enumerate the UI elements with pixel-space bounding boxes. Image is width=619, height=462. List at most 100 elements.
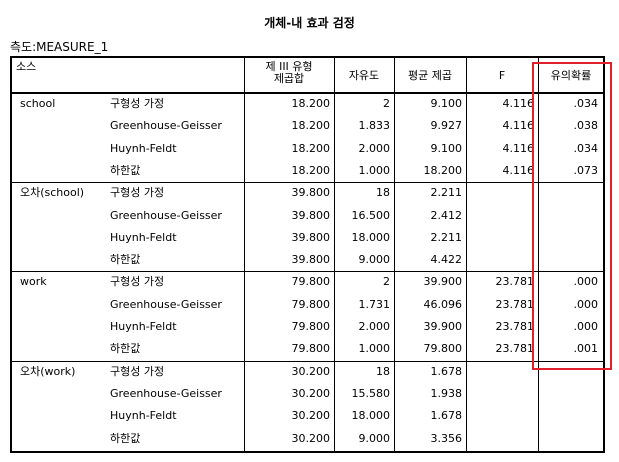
cell-sig: .038 bbox=[573, 119, 599, 133]
header-df: 자유도 bbox=[348, 69, 380, 82]
method-label: 하한값 bbox=[110, 163, 141, 177]
cell-ss: 18.200 bbox=[291, 97, 331, 110]
method-label: Huynh-Feldt bbox=[110, 320, 177, 333]
cell-ss: 18.200 bbox=[291, 141, 331, 155]
cell-ss: 79.800 bbox=[291, 275, 331, 289]
cell-f: 4.116 bbox=[502, 97, 535, 110]
cell-sig: .034 bbox=[573, 97, 599, 110]
cell-df: 9.000 bbox=[358, 253, 391, 267]
method-label: Greenhouse-Geisser bbox=[110, 119, 222, 133]
cell-sig: .073 bbox=[573, 163, 599, 177]
method-label: 하한값 bbox=[110, 253, 141, 267]
cell-sig: .001 bbox=[573, 342, 599, 356]
cell-f: 23.781 bbox=[495, 297, 535, 311]
column-divider bbox=[394, 58, 395, 451]
column-divider bbox=[334, 58, 335, 451]
column-divider bbox=[244, 58, 245, 451]
cell-ms: 2.211 bbox=[430, 186, 463, 200]
cell-ms: 9.100 bbox=[430, 141, 463, 155]
header-sig: 유의확률 bbox=[550, 69, 592, 82]
header-source: 소스 bbox=[16, 60, 37, 73]
cell-ms: 1.678 bbox=[430, 409, 463, 423]
cell-f: 23.781 bbox=[495, 342, 535, 356]
cell-df: 18 bbox=[376, 186, 390, 200]
header-f: F bbox=[498, 69, 506, 82]
cell-ms: 4.422 bbox=[430, 253, 463, 267]
group-divider bbox=[12, 182, 603, 184]
table-header: 소스 제 III 유형 제곱합 자유도 평균 제곱 F 유의확률 bbox=[12, 58, 603, 94]
method-label: Huynh-Feldt bbox=[110, 141, 177, 155]
cell-df: 2.000 bbox=[358, 320, 391, 333]
cell-ms: 18.200 bbox=[423, 163, 463, 177]
source-label: 오차(work) bbox=[20, 364, 76, 378]
cell-f: 4.116 bbox=[502, 141, 535, 155]
cell-ss: 39.800 bbox=[291, 208, 331, 222]
cell-f: 23.781 bbox=[495, 320, 535, 333]
header-ms: 평균 제곱 bbox=[408, 69, 452, 82]
cell-ss: 30.200 bbox=[291, 386, 331, 400]
cell-ms: 46.096 bbox=[423, 297, 463, 311]
header-ss: 제 III 유형 제곱합 bbox=[244, 61, 334, 85]
cell-ss: 18.200 bbox=[291, 119, 331, 133]
cell-ms: 39.900 bbox=[423, 275, 463, 289]
cell-ms: 1.938 bbox=[430, 386, 463, 400]
measure-label: 측도:MEASURE_1 bbox=[10, 40, 109, 54]
cell-ms: 2.412 bbox=[430, 208, 463, 222]
method-label: 구형성 가정 bbox=[110, 364, 165, 378]
table-title: 개체-내 효과 검정 bbox=[264, 16, 355, 30]
cell-ms: 1.678 bbox=[430, 364, 463, 378]
anova-table: 소스 제 III 유형 제곱합 자유도 평균 제곱 F 유의확률 school 구… bbox=[10, 56, 605, 453]
cell-df: 18.000 bbox=[351, 409, 391, 423]
cell-sig: .000 bbox=[573, 275, 599, 289]
cell-ss: 39.800 bbox=[291, 253, 331, 267]
method-label: 하한값 bbox=[110, 431, 141, 445]
cell-df: 1.000 bbox=[358, 163, 391, 177]
method-label: 하한값 bbox=[110, 342, 141, 356]
cell-ms: 3.356 bbox=[430, 431, 463, 445]
method-label: 구형성 가정 bbox=[110, 275, 165, 289]
cell-ms: 9.100 bbox=[430, 97, 463, 110]
cell-df: 2.000 bbox=[358, 141, 391, 155]
cell-df: 1.731 bbox=[358, 297, 391, 311]
cell-df: 1.000 bbox=[358, 342, 391, 356]
cell-ss: 79.800 bbox=[291, 320, 331, 333]
cell-df: 2 bbox=[383, 97, 390, 110]
cell-sig: .000 bbox=[573, 297, 599, 311]
method-label: 구형성 가정 bbox=[110, 186, 165, 200]
cell-ss: 79.800 bbox=[291, 342, 331, 356]
cell-df: 18.000 bbox=[351, 230, 391, 244]
header-ss-line1: 제 III 유형 bbox=[265, 60, 313, 73]
cell-ss: 30.200 bbox=[291, 431, 331, 445]
cell-ss: 30.200 bbox=[291, 364, 331, 378]
column-divider bbox=[466, 58, 467, 451]
cell-df: 2 bbox=[383, 275, 390, 289]
cell-ss: 39.800 bbox=[291, 186, 331, 200]
cell-ss: 79.800 bbox=[291, 297, 331, 311]
method-label: Huynh-Feldt bbox=[110, 409, 177, 423]
cell-ms: 39.900 bbox=[423, 320, 463, 333]
cell-sig: .000 bbox=[573, 320, 599, 333]
cell-ms: 9.927 bbox=[430, 119, 463, 133]
header-ss-line2: 제곱합 bbox=[273, 72, 305, 85]
cell-ss: 39.800 bbox=[291, 230, 331, 244]
source-label: 오차(school) bbox=[20, 186, 85, 200]
cell-f: 4.116 bbox=[502, 119, 535, 133]
source-label: work bbox=[20, 275, 47, 289]
cell-df: 15.580 bbox=[351, 386, 391, 400]
cell-ms: 2.211 bbox=[430, 230, 463, 244]
method-label: 구형성 가정 bbox=[110, 97, 165, 110]
cell-df: 9.000 bbox=[358, 431, 391, 445]
column-divider bbox=[538, 58, 539, 451]
cell-df: 18 bbox=[376, 364, 390, 378]
group-divider bbox=[12, 360, 603, 362]
method-label: Huynh-Feldt bbox=[110, 230, 177, 244]
cell-f: 23.781 bbox=[495, 275, 535, 289]
cell-f: 4.116 bbox=[502, 163, 535, 177]
cell-df: 16.500 bbox=[351, 208, 391, 222]
significance-highlight-box bbox=[532, 62, 612, 370]
cell-sig: .034 bbox=[573, 141, 599, 155]
cell-ms: 79.800 bbox=[423, 342, 463, 356]
cell-ss: 30.200 bbox=[291, 409, 331, 423]
method-label: Greenhouse-Geisser bbox=[110, 297, 222, 311]
cell-ss: 18.200 bbox=[291, 163, 331, 177]
